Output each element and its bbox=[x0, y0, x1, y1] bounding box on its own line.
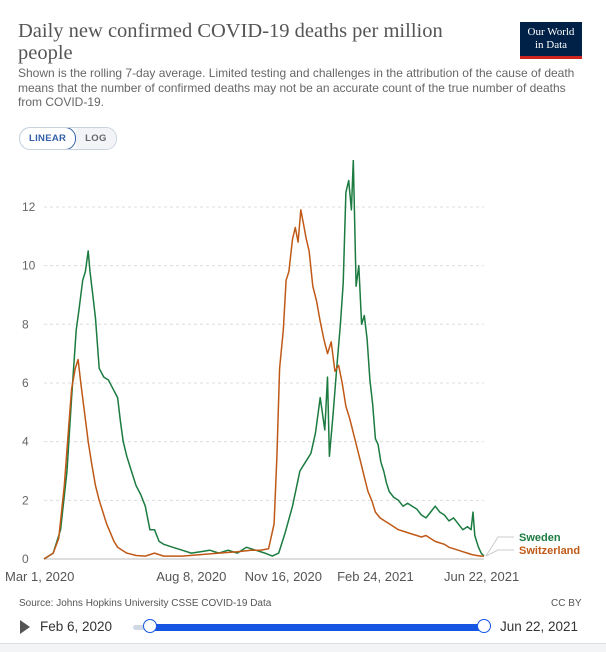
series-line-switzerland[interactable] bbox=[43, 209, 484, 560]
x-tick-label: Nov 16, 2020 bbox=[245, 569, 322, 584]
timeline-end-handle[interactable] bbox=[477, 619, 491, 633]
y-tick-label: 6 bbox=[22, 376, 29, 390]
label-connector bbox=[485, 536, 514, 557]
y-tick-label: 2 bbox=[22, 493, 29, 507]
license-label[interactable]: CC BY bbox=[551, 598, 582, 609]
logo-line-2: in Data bbox=[534, 39, 568, 51]
x-tick-label: Feb 24, 2021 bbox=[337, 569, 414, 584]
y-tick-label: 12 bbox=[22, 200, 36, 214]
line-chart: 0 2 4 6 8 10 12 Mar 1, 2020 Aug 8, 2020 Nov 16, … bbox=[5, 160, 580, 584]
chart-title: Daily new confirmed COVID-19 deaths per … bbox=[18, 20, 443, 64]
y-axis-ticks: 0 2 4 6 8 10 12 bbox=[22, 200, 36, 566]
logo-line-1: Our World bbox=[527, 26, 575, 38]
y-tick-label: 10 bbox=[22, 259, 36, 273]
grid-lines bbox=[44, 206, 484, 560]
series-line-sweden[interactable] bbox=[43, 160, 485, 560]
owid-logo[interactable]: Our World in Data bbox=[520, 22, 582, 59]
y-tick-label: 0 bbox=[22, 552, 29, 566]
timeline-end-date: Jun 22, 2021 bbox=[500, 619, 579, 634]
timeline-start-date: Feb 6, 2020 bbox=[40, 619, 113, 634]
x-axis-ticks: Mar 1, 2020 Aug 8, 2020 Nov 16, 2020 Feb 24… bbox=[5, 569, 519, 584]
y-tick-label: 4 bbox=[22, 435, 29, 449]
x-tick-label: Mar 1, 2020 bbox=[5, 569, 74, 584]
source-note[interactable]: Source: Johns Hopkins University CSSE CO… bbox=[19, 598, 272, 609]
bottom-tab-strip bbox=[0, 643, 606, 652]
x-tick-label: Jun 22, 2021 bbox=[444, 569, 519, 584]
timeline-start-handle[interactable] bbox=[143, 619, 157, 633]
chart-subtitle: Shown is the rolling 7-day average. Limi… bbox=[18, 66, 575, 109]
linear-scale-button[interactable]: LINEAR bbox=[19, 128, 77, 149]
series-label-sweden[interactable]: Sweden bbox=[519, 532, 561, 544]
log-scale-button[interactable]: LOG bbox=[76, 128, 116, 149]
play-icon[interactable] bbox=[20, 620, 30, 634]
scale-toggle: LINEAR LOG bbox=[19, 127, 117, 150]
series-lines bbox=[43, 160, 485, 560]
y-tick-label: 8 bbox=[22, 317, 29, 331]
series-label-switzerland[interactable]: Switzerland bbox=[519, 545, 580, 557]
label-connector bbox=[485, 549, 514, 557]
timeline-selected-range bbox=[150, 624, 483, 631]
logo-red-bar bbox=[520, 56, 582, 59]
x-tick-label: Aug 8, 2020 bbox=[156, 569, 226, 584]
